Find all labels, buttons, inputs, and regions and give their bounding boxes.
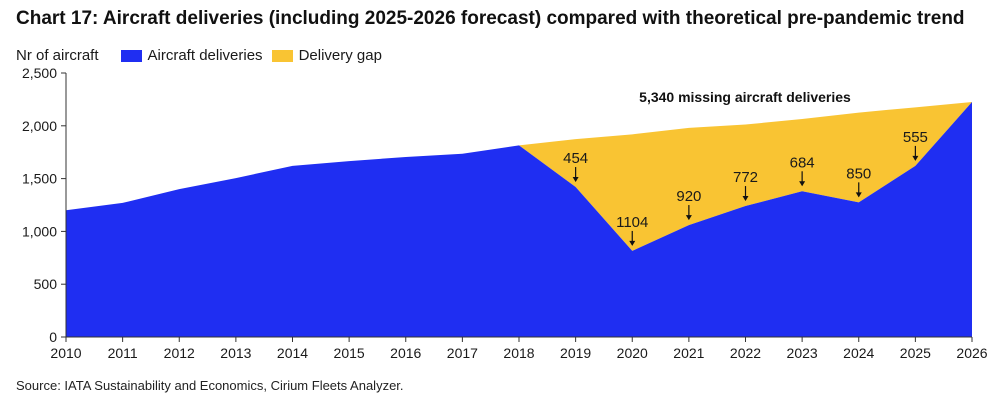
x-tick-label: 2023	[787, 345, 818, 361]
x-tick-label: 2012	[164, 345, 195, 361]
gap-data-label: 1104	[616, 214, 648, 231]
x-tick-label: 2015	[334, 345, 365, 361]
gap-arrow-head	[799, 181, 806, 187]
y-tick-label: 500	[34, 276, 58, 292]
y-tick-label: 2,000	[22, 118, 57, 134]
gap-arrow-head	[855, 192, 862, 198]
gap-data-label: 454	[563, 150, 588, 167]
x-tick-label: 2024	[843, 345, 874, 361]
gap-arrow-head	[685, 215, 692, 221]
gap-data-label: 684	[790, 154, 815, 171]
x-tick-label: 2013	[220, 345, 251, 361]
legend: Nr of aircraft Aircraft deliveries Deliv…	[16, 47, 391, 64]
gap-data-label: 850	[846, 165, 871, 182]
x-tick-label: 2020	[617, 345, 648, 361]
x-tick-label: 2021	[673, 345, 704, 361]
chart-title: Chart 17: Aircraft deliveries (including…	[16, 8, 965, 29]
y-tick-label: 1,000	[22, 223, 57, 239]
legend-label-deliveries: Aircraft deliveries	[147, 47, 263, 64]
x-tick-label: 2016	[390, 345, 421, 361]
missing-deliveries-annotation: 5,340 missing aircraft deliveries	[639, 89, 851, 105]
legend-swatch-gap	[271, 49, 293, 62]
y-tick-label: 1,500	[22, 171, 57, 187]
gap-data-label: 920	[676, 188, 701, 205]
gap-arrow-head	[912, 155, 919, 161]
y-tick-label: 2,500	[22, 65, 57, 81]
x-tick-label: 2019	[560, 345, 591, 361]
x-tick-label: 2014	[277, 345, 308, 361]
gap-data-label: 555	[903, 129, 928, 146]
area-delivery-gap	[66, 102, 972, 251]
x-tick-label: 2025	[900, 345, 931, 361]
x-tick-label: 2022	[730, 345, 761, 361]
gap-arrow-head	[742, 196, 749, 202]
legend-item-gap: Delivery gap	[271, 47, 382, 64]
x-tick-label: 2010	[50, 345, 81, 361]
gap-data-label: 772	[733, 169, 758, 186]
source-note: Source: IATA Sustainability and Economic…	[16, 378, 404, 393]
legend-item-deliveries: Aircraft deliveries	[120, 47, 263, 64]
gap-arrow-head	[629, 240, 636, 246]
legend-swatch-deliveries	[120, 49, 142, 62]
y-axis-label: Nr of aircraft	[16, 47, 99, 64]
y-tick-label: 0	[49, 329, 57, 345]
area-aircraft-deliveries	[66, 102, 972, 337]
legend-label-gap: Delivery gap	[298, 47, 382, 64]
x-tick-label: 2017	[447, 345, 478, 361]
x-tick-label: 2011	[108, 345, 138, 361]
x-tick-label: 2018	[503, 345, 534, 361]
gap-arrow-head	[572, 177, 579, 183]
x-tick-label: 2026	[956, 345, 987, 361]
